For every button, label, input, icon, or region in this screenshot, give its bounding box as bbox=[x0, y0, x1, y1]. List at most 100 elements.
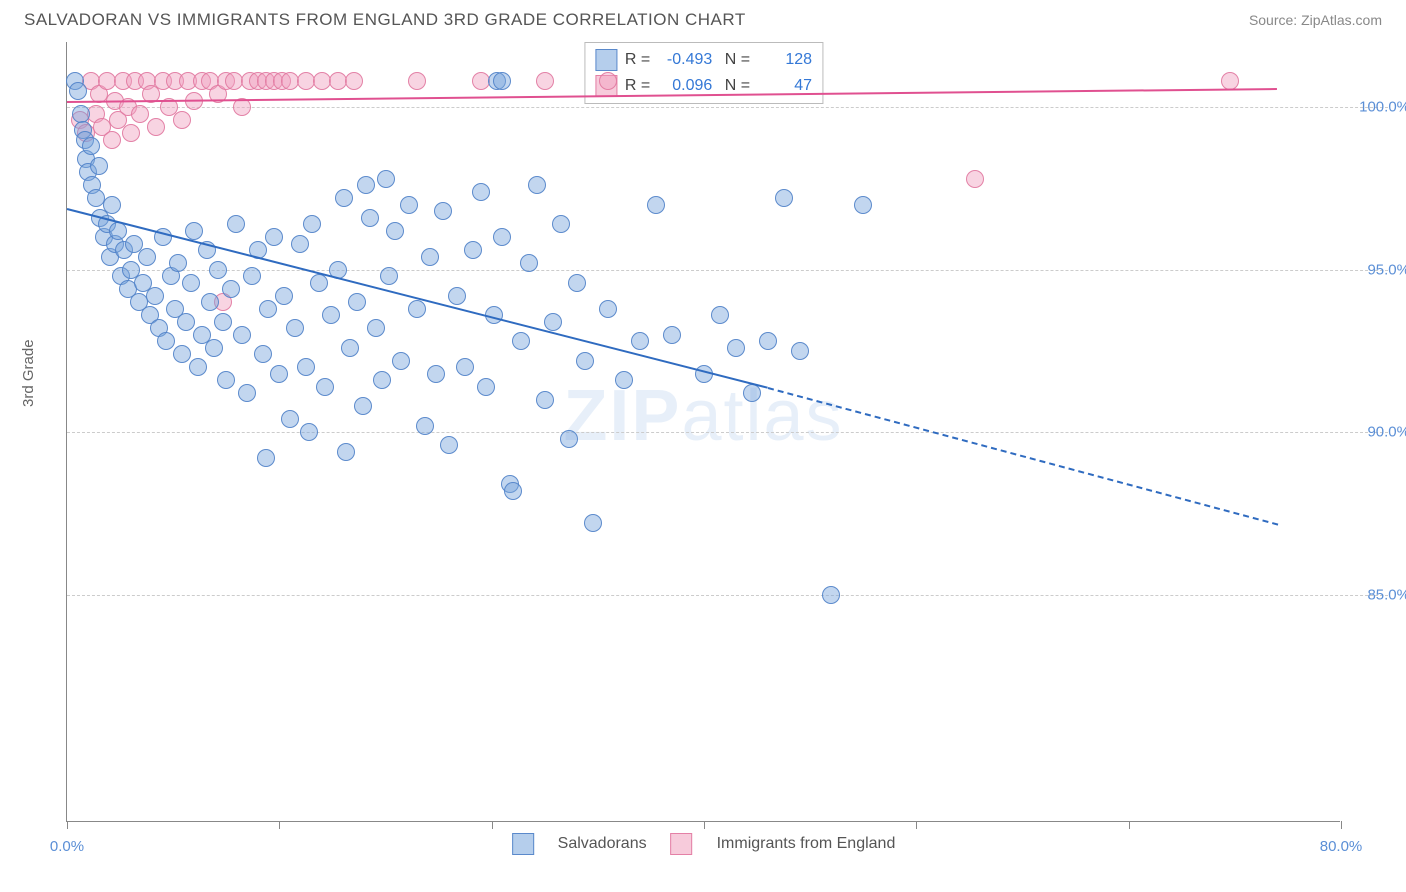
scatter-point bbox=[291, 235, 309, 253]
scatter-point bbox=[743, 384, 761, 402]
scatter-point bbox=[310, 274, 328, 292]
scatter-point bbox=[440, 436, 458, 454]
chart-container: 3rd Grade ZIPatlas R = -0.493 N = 128 R … bbox=[24, 42, 1382, 892]
legend-label-england: Immigrants from England bbox=[717, 835, 896, 853]
xtick-mark bbox=[1129, 821, 1130, 829]
scatter-point bbox=[348, 293, 366, 311]
scatter-point bbox=[536, 72, 554, 90]
scatter-point bbox=[341, 339, 359, 357]
scatter-point bbox=[189, 358, 207, 376]
scatter-point bbox=[427, 365, 445, 383]
scatter-point bbox=[205, 339, 223, 357]
scatter-point bbox=[103, 196, 121, 214]
scatter-point bbox=[177, 313, 195, 331]
gridline-h bbox=[67, 595, 1388, 596]
scatter-point bbox=[345, 72, 363, 90]
scatter-point bbox=[217, 371, 235, 389]
scatter-point bbox=[822, 586, 840, 604]
scatter-point bbox=[493, 72, 511, 90]
scatter-point bbox=[472, 183, 490, 201]
scatter-point bbox=[82, 137, 100, 155]
scatter-point bbox=[173, 111, 191, 129]
scatter-point bbox=[456, 358, 474, 376]
stat-r-england: 0.096 bbox=[658, 77, 712, 95]
stat-label-n: N = bbox=[720, 77, 750, 95]
scatter-point bbox=[281, 410, 299, 428]
scatter-point bbox=[493, 228, 511, 246]
ytick-label: 95.0% bbox=[1350, 261, 1406, 278]
scatter-point bbox=[663, 326, 681, 344]
scatter-point bbox=[157, 332, 175, 350]
scatter-point bbox=[131, 105, 149, 123]
scatter-point bbox=[408, 300, 426, 318]
scatter-point bbox=[599, 300, 617, 318]
y-axis-label: 3rd Grade bbox=[20, 339, 37, 407]
scatter-point bbox=[147, 118, 165, 136]
scatter-point bbox=[173, 345, 191, 363]
scatter-point bbox=[316, 378, 334, 396]
scatter-point bbox=[408, 72, 426, 90]
ytick-label: 90.0% bbox=[1350, 424, 1406, 441]
scatter-point bbox=[361, 209, 379, 227]
scatter-point bbox=[576, 352, 594, 370]
scatter-point bbox=[560, 430, 578, 448]
legend-row-salvadorans: R = -0.493 N = 128 bbox=[595, 47, 812, 73]
swatch-blue bbox=[512, 833, 534, 855]
stat-r-salvadorans: -0.493 bbox=[658, 51, 712, 69]
scatter-point bbox=[254, 345, 272, 363]
scatter-point bbox=[322, 306, 340, 324]
scatter-point bbox=[238, 384, 256, 402]
scatter-point bbox=[185, 222, 203, 240]
series-legend: Salvadorans Immigrants from England bbox=[512, 833, 896, 855]
scatter-point bbox=[257, 449, 275, 467]
swatch-pink bbox=[671, 833, 693, 855]
xtick-mark bbox=[492, 821, 493, 829]
scatter-point bbox=[357, 176, 375, 194]
trend-line bbox=[767, 387, 1277, 525]
scatter-point bbox=[259, 300, 277, 318]
scatter-point bbox=[300, 423, 318, 441]
scatter-point bbox=[400, 196, 418, 214]
stat-label-r: R = bbox=[625, 77, 650, 95]
xtick-mark bbox=[704, 821, 705, 829]
scatter-point bbox=[392, 352, 410, 370]
scatter-point bbox=[727, 339, 745, 357]
gridline-h bbox=[67, 432, 1388, 433]
stat-label-r: R = bbox=[625, 51, 650, 69]
scatter-point bbox=[227, 215, 245, 233]
gridline-h bbox=[67, 270, 1388, 271]
scatter-point bbox=[209, 261, 227, 279]
xtick-mark bbox=[67, 821, 68, 829]
scatter-point bbox=[1221, 72, 1239, 90]
swatch-blue bbox=[595, 49, 617, 71]
scatter-point bbox=[544, 313, 562, 331]
gridline-h bbox=[67, 107, 1388, 108]
xtick-mark bbox=[1341, 821, 1342, 829]
xtick-mark bbox=[916, 821, 917, 829]
scatter-point bbox=[103, 131, 121, 149]
scatter-point bbox=[377, 170, 395, 188]
scatter-point bbox=[222, 280, 240, 298]
scatter-point bbox=[512, 332, 530, 350]
scatter-point bbox=[373, 371, 391, 389]
scatter-point bbox=[416, 417, 434, 435]
scatter-point bbox=[386, 222, 404, 240]
scatter-point bbox=[791, 342, 809, 360]
scatter-point bbox=[775, 189, 793, 207]
legend-label-salvadorans: Salvadorans bbox=[558, 835, 647, 853]
source-attribution: Source: ZipAtlas.com bbox=[1249, 12, 1382, 28]
stat-n-salvadorans: 128 bbox=[758, 51, 812, 69]
scatter-point bbox=[464, 241, 482, 259]
scatter-point bbox=[647, 196, 665, 214]
scatter-point bbox=[243, 267, 261, 285]
scatter-point bbox=[615, 371, 633, 389]
scatter-point bbox=[584, 514, 602, 532]
scatter-point bbox=[214, 313, 232, 331]
scatter-point bbox=[169, 254, 187, 272]
ytick-label: 85.0% bbox=[1350, 586, 1406, 603]
plot-area: ZIPatlas R = -0.493 N = 128 R = 0.096 N … bbox=[66, 42, 1340, 822]
scatter-point bbox=[201, 293, 219, 311]
scatter-point bbox=[286, 319, 304, 337]
scatter-point bbox=[337, 443, 355, 461]
scatter-point bbox=[711, 306, 729, 324]
